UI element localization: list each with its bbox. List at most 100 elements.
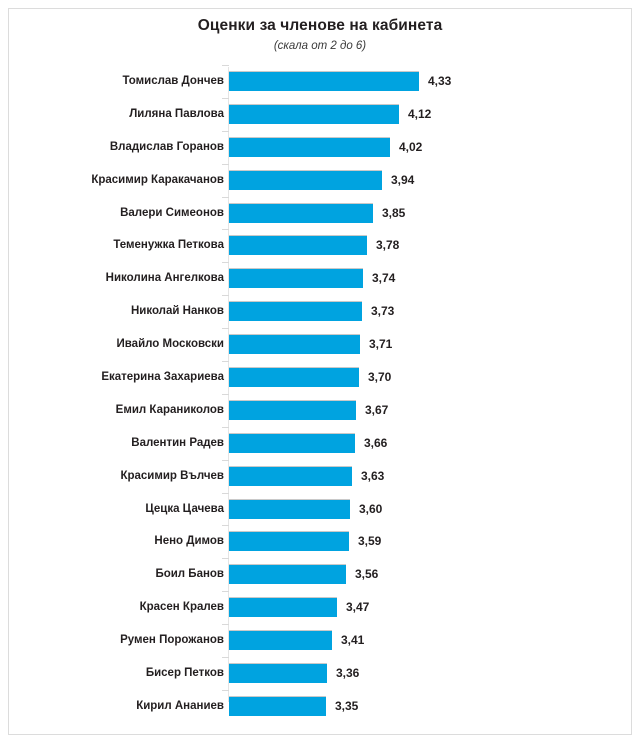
bar-row: Бисер Петков 3,36 xyxy=(9,657,631,690)
bar-value-label: 3,41 xyxy=(341,633,365,648)
bar-area: 3,60 xyxy=(229,493,631,526)
category-label: Нено Димов xyxy=(154,535,224,548)
category-label: Николина Ангелкова xyxy=(105,272,224,285)
bar-area: 3,56 xyxy=(229,558,631,591)
category-label: Красен Кралев xyxy=(139,601,224,614)
bar-row: Владислав Горанов 4,02 xyxy=(9,130,631,164)
category-label: Лиляна Павлова xyxy=(129,107,224,120)
bar-row: Валери Симеонов 3,85 xyxy=(9,196,631,230)
bar-area: 3,63 xyxy=(229,460,631,493)
bar-area: 4,33 xyxy=(229,65,631,98)
axis-tick xyxy=(222,328,229,330)
bar xyxy=(229,367,359,388)
bar xyxy=(229,663,327,684)
bar xyxy=(229,498,350,519)
bar-row: Красимир Каракачанов 3,94 xyxy=(9,163,631,197)
category-label: Владислав Горанов xyxy=(109,140,224,153)
bar-area: 3,78 xyxy=(229,229,631,262)
bar-area: 3,59 xyxy=(229,525,631,558)
bar-value-label: 3,60 xyxy=(359,501,383,516)
bar-row: Румен Порожанов 3,41 xyxy=(9,624,631,657)
bar-value-label: 3,73 xyxy=(371,304,395,319)
bar-value-label: 3,56 xyxy=(355,567,379,582)
axis-tick xyxy=(222,459,229,461)
axis-tick xyxy=(222,130,229,132)
axis-tick xyxy=(222,163,229,165)
axis-tick xyxy=(222,97,229,99)
axis-tick xyxy=(222,492,229,494)
bar-row: Ивайло Московски 3,71 xyxy=(9,328,631,361)
bar xyxy=(229,597,337,618)
bar xyxy=(229,136,390,157)
bar-area: 3,85 xyxy=(229,197,631,230)
category-label: Румен Порожанов xyxy=(120,634,224,647)
bar xyxy=(229,695,326,716)
category-label: Красимир Каракачанов xyxy=(91,173,224,186)
bar-area: 3,36 xyxy=(229,657,631,690)
chart-subtitle: (скала от 2 до 6) xyxy=(273,40,367,52)
bar-row: Николина Ангелкова 3,74 xyxy=(9,262,631,295)
bar-row: Лиляна Павлова 4,12 xyxy=(9,97,631,131)
axis-tick xyxy=(222,525,229,527)
chart-title: Оценки за членове на кабинета xyxy=(197,17,443,34)
category-label: Емил Караниколов xyxy=(115,403,224,416)
category-label: Красимир Вълчев xyxy=(120,469,224,482)
category-label: Валери Симеонов xyxy=(120,206,224,219)
axis-tick xyxy=(222,558,229,560)
chart-header: Оценки за членове на кабинета (скала от … xyxy=(9,16,631,54)
axis-tick xyxy=(222,426,229,428)
bar-value-label: 3,70 xyxy=(368,370,392,385)
bar-value-label: 3,47 xyxy=(346,600,370,615)
bar-row: Теменужка Петкова 3,78 xyxy=(9,229,631,262)
value-axis-line xyxy=(228,67,229,702)
bar xyxy=(229,564,346,585)
bar xyxy=(229,169,382,190)
bar-value-label: 3,74 xyxy=(372,271,396,286)
bar xyxy=(229,531,349,552)
category-label: Валентин Радев xyxy=(131,436,224,449)
category-label: Боил Банов xyxy=(155,568,224,581)
bar xyxy=(229,630,332,651)
bar-row: Красимир Вълчев 3,63 xyxy=(9,459,631,493)
category-label: Цецка Цачева xyxy=(145,502,224,515)
bar-value-label: 3,67 xyxy=(365,402,389,417)
category-label: Томислав Дончев xyxy=(122,75,224,87)
bar-row: Нено Димов 3,59 xyxy=(9,525,631,558)
bar-value-label: 3,35 xyxy=(335,698,359,713)
axis-tick xyxy=(222,361,229,363)
bar-row: Николай Нанков 3,73 xyxy=(9,295,631,328)
bar-value-label: 4,33 xyxy=(428,74,452,88)
axis-tick xyxy=(222,229,229,231)
category-label: Николай Нанков xyxy=(130,305,224,318)
bar-area: 3,47 xyxy=(229,591,631,624)
bar-value-label: 3,63 xyxy=(361,468,385,483)
axis-tick xyxy=(222,196,229,198)
bar-area: 3,35 xyxy=(229,690,631,723)
category-label: Кирил Ананиев xyxy=(136,699,224,712)
bar xyxy=(229,465,352,486)
bar-chart-plot: Томислав Дончев 4,33 Лиляна Павлова 4,12 Вла… xyxy=(9,65,631,716)
bar xyxy=(229,399,356,420)
bar xyxy=(229,235,367,256)
axis-tick xyxy=(222,393,229,395)
bar-area: 3,74 xyxy=(229,262,631,295)
bar-rows: Томислав Дончев 4,33 Лиляна Павлова 4,12 Вла… xyxy=(9,65,631,723)
bar-area: 3,70 xyxy=(229,361,631,394)
bar xyxy=(229,103,399,124)
bar xyxy=(229,432,355,453)
bar-row: Боил Банов 3,56 xyxy=(9,558,631,591)
bar xyxy=(229,202,373,223)
bar-row: Томислав Дончев 4,33 xyxy=(9,65,631,98)
bar xyxy=(229,71,419,91)
category-label: Теменужка Петкова xyxy=(113,239,224,252)
axis-tick xyxy=(222,591,229,593)
bar-area: 3,67 xyxy=(229,394,631,427)
bar-row: Цецка Цачева 3,60 xyxy=(9,492,631,526)
axis-tick xyxy=(222,689,229,691)
bar-value-label: 3,85 xyxy=(382,205,406,220)
bar-area: 3,66 xyxy=(229,427,631,460)
bar-row: Емил Караниколов 3,67 xyxy=(9,393,631,427)
bar-area: 4,12 xyxy=(229,98,631,131)
bar-value-label: 3,66 xyxy=(364,435,388,450)
bar-value-label: 3,94 xyxy=(391,172,415,187)
